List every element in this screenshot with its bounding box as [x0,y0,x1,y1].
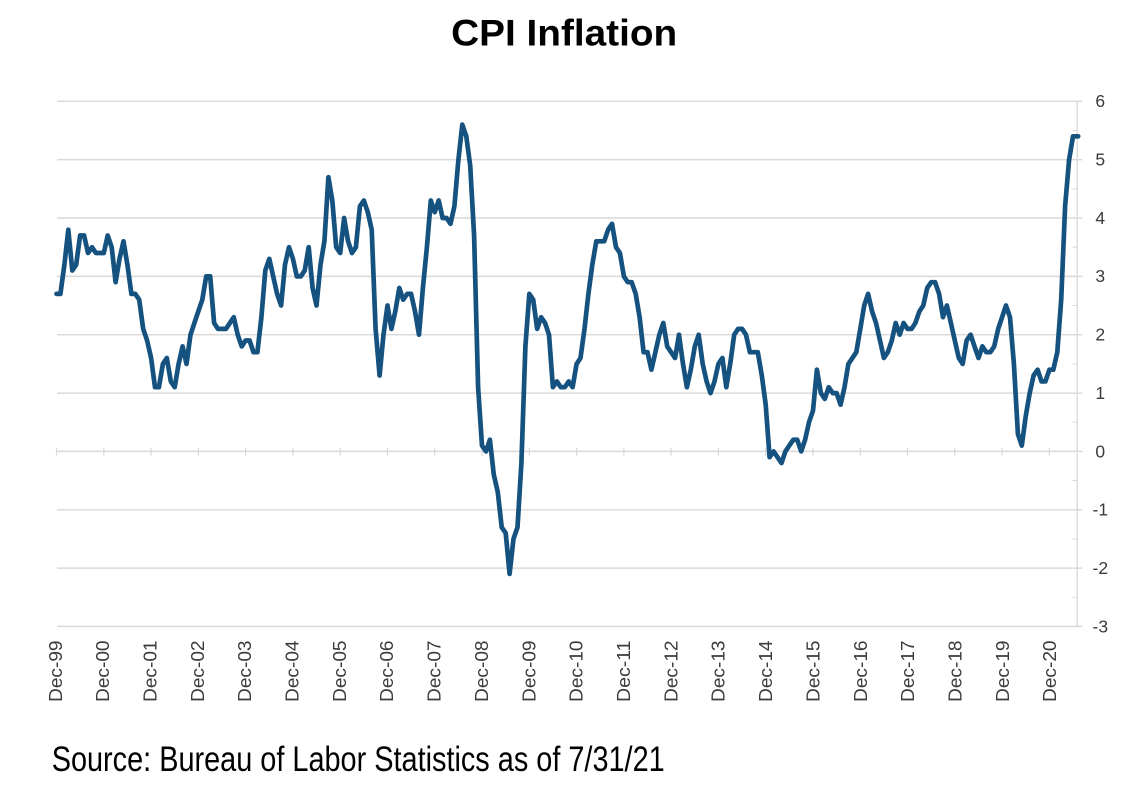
svg-text:Dec-05: Dec-05 [330,640,350,702]
svg-text:Dec-19: Dec-19 [993,640,1013,702]
svg-text:3: 3 [1095,266,1105,286]
svg-text:0: 0 [1095,441,1105,461]
svg-text:Dec-14: Dec-14 [756,640,776,702]
svg-text:Dec-17: Dec-17 [898,640,918,702]
svg-text:5: 5 [1095,150,1105,170]
svg-text:Dec-07: Dec-07 [425,640,445,702]
svg-text:Dec-99: Dec-99 [46,640,66,702]
svg-text:Dec-18: Dec-18 [946,640,966,702]
svg-text:4: 4 [1095,208,1105,228]
svg-text:Dec-09: Dec-09 [519,640,539,702]
svg-text:Dec-10: Dec-10 [567,640,587,702]
svg-text:Dec-00: Dec-00 [93,640,113,702]
svg-text:6: 6 [1095,91,1105,111]
svg-text:-1: -1 [1093,500,1109,520]
svg-text:Dec-01: Dec-01 [141,640,161,702]
svg-text:2: 2 [1095,325,1105,345]
svg-text:Dec-06: Dec-06 [377,640,397,702]
svg-text:Dec-03: Dec-03 [235,640,255,702]
svg-text:Dec-02: Dec-02 [188,640,208,702]
svg-text:Dec-08: Dec-08 [472,640,492,702]
svg-text:Source: Bureau of Labor Statis: Source: Bureau of Labor Statistics as of… [52,740,665,779]
svg-text:Dec-04: Dec-04 [283,640,303,702]
svg-text:Dec-15: Dec-15 [804,640,824,702]
svg-text:CPI Inflation: CPI Inflation [451,12,677,53]
svg-text:-3: -3 [1093,616,1109,636]
svg-text:-2: -2 [1093,558,1109,578]
svg-text:Dec-13: Dec-13 [709,640,729,702]
svg-text:1: 1 [1095,383,1105,403]
svg-text:Dec-11: Dec-11 [614,640,634,702]
svg-text:Dec-20: Dec-20 [1040,640,1060,702]
svg-text:Dec-12: Dec-12 [661,640,681,702]
svg-text:Dec-16: Dec-16 [851,640,871,702]
